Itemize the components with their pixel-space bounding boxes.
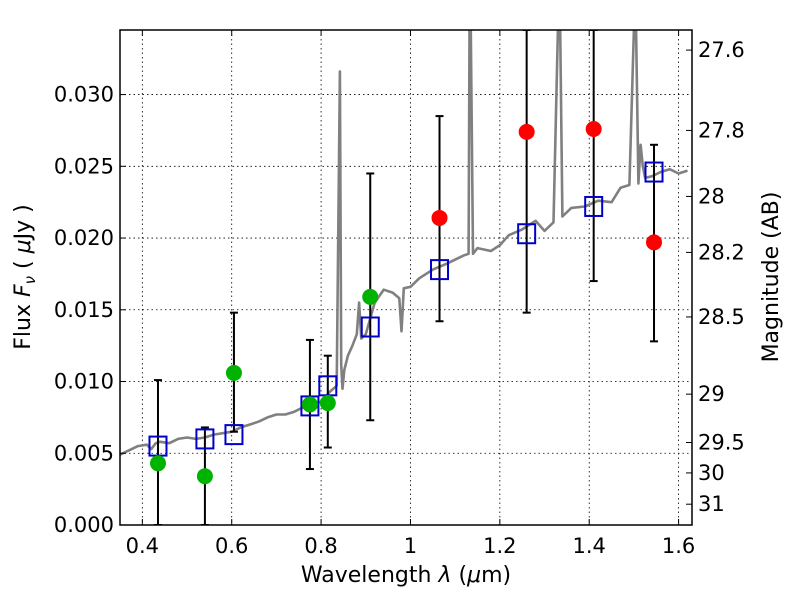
detection-point xyxy=(646,234,663,251)
model-photometry-square xyxy=(360,316,380,338)
y-tick-label: 0.020 xyxy=(54,226,114,250)
detection-point xyxy=(225,364,242,381)
y-tick-label: 0.030 xyxy=(54,83,114,107)
y2-tick-label: 27.8 xyxy=(698,118,745,142)
y2-tick-label: 28 xyxy=(698,184,725,208)
y-tick-label: 0.000 xyxy=(54,513,114,537)
x-tick-label: 0.4 xyxy=(126,534,159,558)
y2-tick-label: 28.2 xyxy=(698,240,745,264)
y2-tick-label: 29 xyxy=(698,382,725,406)
y-tick-label: 0.025 xyxy=(54,154,114,178)
axis-ticks: 0.4 0.6 0.8 1 1.2 1.4 1.6 0.000 0.005 0.010 0.015 0… xyxy=(54,30,745,558)
grid xyxy=(120,30,692,526)
y2-tick-label: 31 xyxy=(698,492,725,516)
y2-tick-label: 27.6 xyxy=(698,38,745,62)
detection-point xyxy=(362,288,379,305)
detection-point xyxy=(431,209,448,226)
y-tick-label: 0.005 xyxy=(54,441,114,465)
y2-axis-label: Magnitude (AB) xyxy=(759,192,784,363)
y2-tick-label: 29.5 xyxy=(698,431,745,455)
x-tick-label: 0.6 xyxy=(215,534,248,558)
model-photometry-square xyxy=(300,395,320,417)
model-photometry-square xyxy=(430,259,450,281)
detection-point xyxy=(301,396,318,413)
x-axis-label: Wavelength λ (μm) xyxy=(301,563,511,588)
plot-area xyxy=(120,30,688,525)
plot-frame xyxy=(119,29,693,526)
y2-tick-label: 28.5 xyxy=(698,305,745,329)
detection-point xyxy=(149,455,166,472)
x-tick-label: 1.6 xyxy=(662,534,695,558)
detection-point xyxy=(319,395,336,412)
model-photometry-square xyxy=(584,195,604,217)
y-axis-label: Flux Fν ( μJy ) xyxy=(11,204,39,349)
detection-point xyxy=(585,121,602,137)
model-photometry-square xyxy=(644,161,664,183)
detection-point xyxy=(518,123,535,140)
y-tick-label: 0.010 xyxy=(54,370,114,394)
model-photometry-square xyxy=(224,424,244,446)
sed-model-line xyxy=(120,30,688,456)
model-photometry-square xyxy=(195,428,215,450)
y2-tick-label: 30 xyxy=(698,461,725,485)
x-tick-label: 1 xyxy=(404,534,417,558)
x-tick-label: 0.8 xyxy=(304,534,337,558)
y-tick-label: 0.015 xyxy=(54,298,114,322)
x-tick-label: 1.4 xyxy=(573,534,606,558)
detection-point xyxy=(196,468,213,485)
model-photometry-square xyxy=(517,223,537,245)
x-tick-label: 1.2 xyxy=(483,534,516,558)
